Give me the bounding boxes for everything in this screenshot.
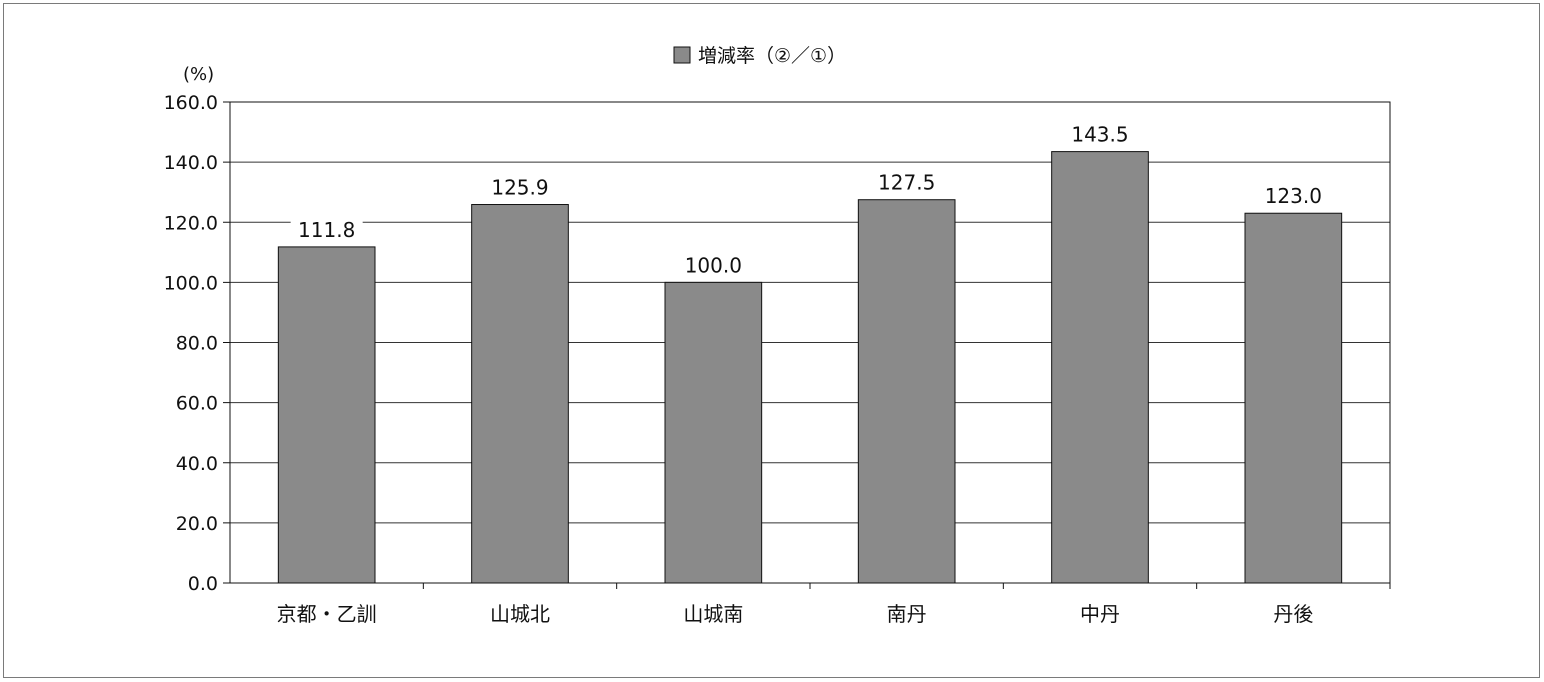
- data-label: 100.0: [685, 253, 742, 277]
- data-label-bg: [1257, 183, 1330, 208]
- bar-6: [1244, 212, 1343, 584]
- data-label: 111.8: [298, 218, 355, 242]
- y-tick-label: 80.0: [176, 333, 218, 355]
- x-category-label: 山城南: [683, 602, 743, 626]
- y-tick-label: 0.0: [188, 573, 218, 595]
- data-label-bg: [1064, 121, 1136, 146]
- data-label: 143.5: [1071, 123, 1128, 147]
- y-tick-label: 60.0: [176, 393, 218, 415]
- data-label-bg: [677, 252, 750, 277]
- data-label: 123.0: [1265, 184, 1322, 208]
- data-label: 127.5: [878, 171, 935, 195]
- y-tick-label: 40.0: [176, 453, 218, 475]
- x-category-label: 山城北: [490, 602, 550, 626]
- y-tick-label: 120.0: [164, 212, 218, 234]
- legend-label: 増減率（②／①）: [698, 45, 846, 67]
- data-label: 125.9: [491, 176, 548, 200]
- data-label-bg: [870, 169, 943, 194]
- x-category-label: 京都・乙訓: [277, 602, 377, 626]
- chart-frame: [3, 3, 1540, 678]
- y-tick-label: 100.0: [164, 272, 218, 294]
- bar-5: [1051, 151, 1149, 584]
- bar-3: [664, 281, 763, 584]
- bar-1: [277, 246, 376, 584]
- data-label-bg: [484, 174, 556, 199]
- y-tick-label: 140.0: [164, 152, 218, 174]
- x-category-label: 中丹: [1080, 602, 1120, 626]
- x-category-label: 南丹: [887, 602, 927, 626]
- y-tick-label: 160.0: [164, 92, 218, 114]
- y-axis-unit: (%): [183, 64, 214, 85]
- data-label-bg: [290, 216, 363, 241]
- bar-4: [857, 199, 956, 584]
- x-category-label: 丹後: [1273, 602, 1313, 626]
- bar-2: [471, 204, 569, 584]
- y-tick-label: 20.0: [176, 513, 218, 535]
- legend-swatch: [673, 46, 691, 64]
